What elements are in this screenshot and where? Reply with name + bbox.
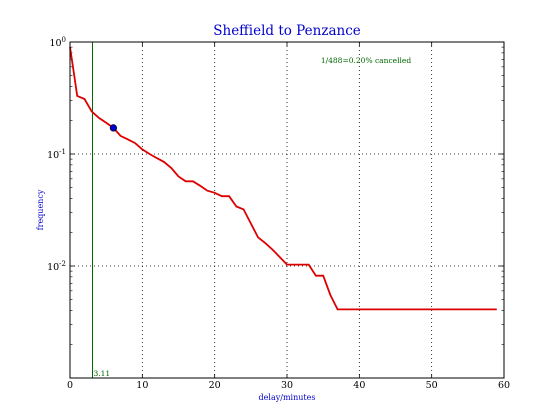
chart-title: Sheffield to Penzance bbox=[213, 23, 361, 39]
y-axis: 100 10-1 10-2 bbox=[47, 36, 504, 273]
x-tick-label: 40 bbox=[353, 380, 365, 391]
x-tick-label: 60 bbox=[498, 380, 510, 391]
y-axis-label: frequency bbox=[36, 189, 45, 230]
x-axis-label: delay/minutes bbox=[259, 393, 316, 402]
cancelled-annotation: 1/488=0.20% cancelled bbox=[321, 56, 411, 65]
x-tick-label: 0 bbox=[67, 380, 73, 391]
y-tick-label: 10-2 bbox=[47, 260, 66, 273]
x-tick-label: 20 bbox=[209, 380, 221, 391]
highlight-point bbox=[109, 124, 117, 132]
x-tick-label: 30 bbox=[281, 380, 293, 391]
grid bbox=[70, 42, 504, 378]
x-tick-label: 50 bbox=[426, 380, 438, 391]
y-tick-label: 10-1 bbox=[47, 148, 66, 161]
marker-line-label: 3.11 bbox=[93, 369, 110, 378]
x-axis: 0 10 20 30 40 50 60 bbox=[67, 42, 510, 391]
x-tick-label: 10 bbox=[136, 380, 148, 391]
y-tick-label: 100 bbox=[49, 36, 66, 49]
